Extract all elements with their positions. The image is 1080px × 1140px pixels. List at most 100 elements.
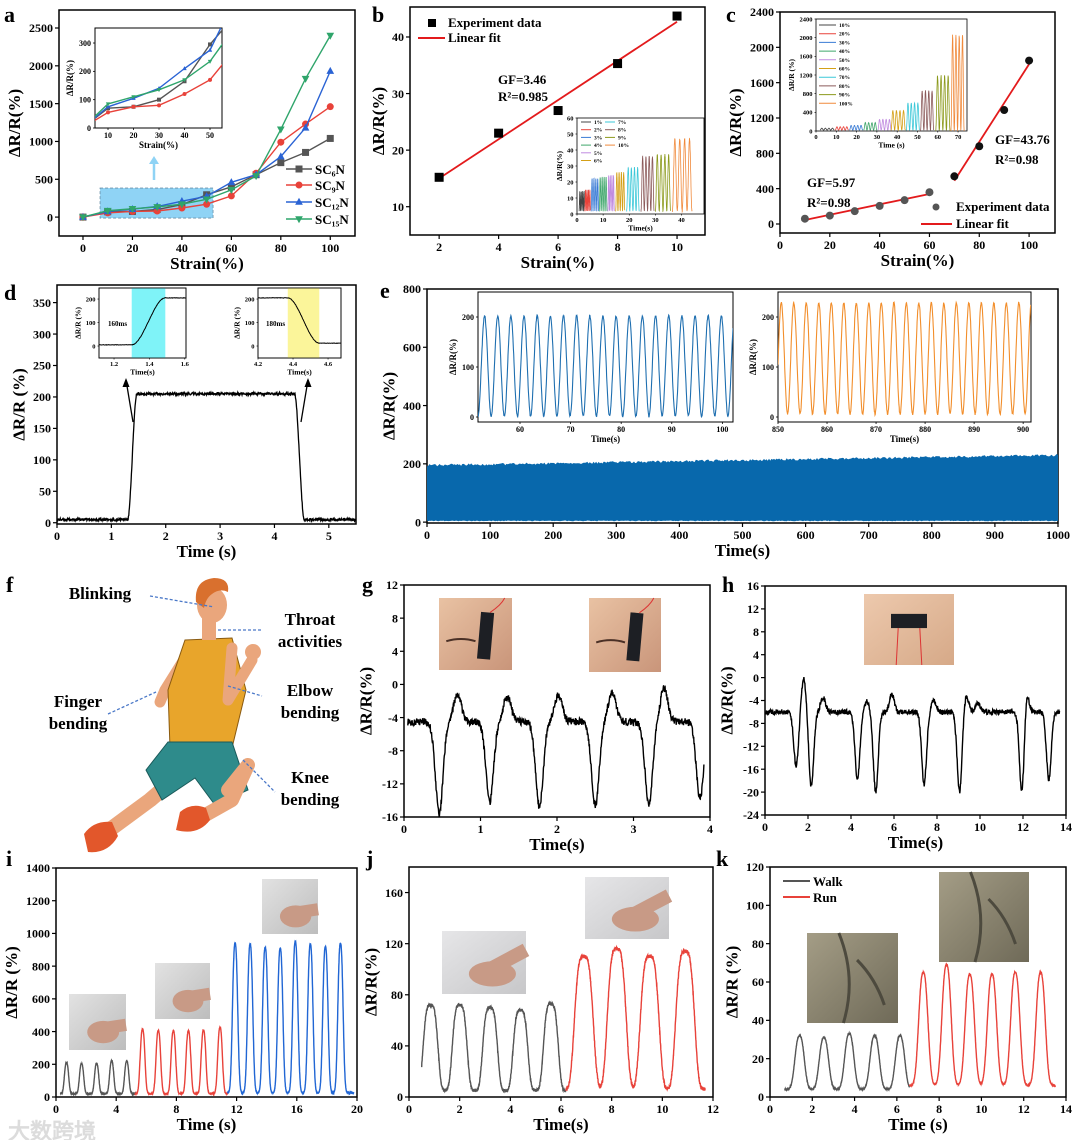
gauge-factor-label: GF=5.97 <box>807 175 856 190</box>
signal-4% <box>598 176 608 212</box>
signal-80% <box>920 90 935 131</box>
y-tick-label: -8 <box>388 744 398 758</box>
x-axis-label: Time(s) <box>529 835 584 854</box>
dashed-pointer <box>149 595 215 608</box>
triangle-down-marker <box>131 95 136 100</box>
y-tick-label: 50 <box>39 484 51 498</box>
callout-arrow-head <box>304 378 312 387</box>
y-tick-label: 100 <box>762 363 774 372</box>
signal-10% <box>819 127 835 131</box>
watermark-logo: 大数跨境 <box>8 1119 96 1140</box>
legend-label: 2% <box>594 128 602 134</box>
signal-40% <box>863 121 878 131</box>
y-tick-label: -20 <box>743 785 759 799</box>
response-signal <box>57 390 356 524</box>
r-squared-label: R²=0.98 <box>995 152 1039 167</box>
y-tick-label: 20 <box>392 143 404 157</box>
x-tick-label: 900 <box>986 528 1004 542</box>
square-marker <box>428 19 436 27</box>
inset-frame <box>98 287 187 359</box>
hair <box>195 578 229 608</box>
legend-label: 100% <box>839 101 853 107</box>
y-tick-label: 0 <box>570 211 573 218</box>
triangle-down-marker <box>156 88 162 93</box>
eye-shape <box>446 638 476 643</box>
panel-k: 0 2 4 6 8 10 12 14 0 20 40 60 80 100 120 Time (s) ΔR/R (… <box>722 860 1072 1134</box>
x-axis-label: Time (s) <box>177 1115 237 1134</box>
x-tick-label: 300 <box>607 528 625 542</box>
y-axis-label: ΔR/R(%) <box>555 150 564 181</box>
circle-marker <box>277 138 285 146</box>
photo-neck <box>864 594 954 666</box>
panel-h: 0 2 4 6 8 10 12 14 -24 -20 -16 -12 -8 -4 0 4 8 12 16 Time(s… <box>717 579 1072 852</box>
y-tick-label: 100 <box>746 899 764 913</box>
photo-wrist <box>585 877 673 939</box>
signal-segment-1 <box>134 1025 229 1097</box>
x-axis-label: Time(s) <box>890 434 919 444</box>
x-tick-label: 0 <box>767 1102 773 1116</box>
x-tick-label: 850 <box>772 425 784 434</box>
cycling-signal-area <box>427 454 1058 522</box>
x-tick-label: 4.4 <box>289 361 298 368</box>
label-throat: Throat <box>285 610 336 629</box>
plot-frame <box>764 585 1067 816</box>
x-tick-label: 60 <box>923 238 935 252</box>
panel-a: 0 20 40 60 80 10005001000150020002500Strain(%… <box>5 9 356 273</box>
time-band <box>131 288 166 358</box>
y-tick-label: 16 <box>747 579 759 593</box>
y-tick-label: 200 <box>403 457 421 471</box>
strain-sensor <box>626 612 644 662</box>
y-tick-label: 40 <box>752 1014 764 1028</box>
y-tick-label: 200 <box>86 296 96 303</box>
circle-marker <box>875 201 884 210</box>
panel-f: Blinking Throat activities Elbow bending Fing… <box>49 578 342 853</box>
x-tick-label: 2 <box>809 1102 815 1116</box>
triangle-down-marker <box>207 59 213 64</box>
y-tick-label: 10 <box>567 195 574 202</box>
x-axis-label: Time (s) <box>888 1115 948 1134</box>
x-tick-label: 4 <box>507 1102 513 1116</box>
series-group <box>79 32 335 222</box>
signal-group <box>421 944 706 1094</box>
inset-signals <box>578 137 693 214</box>
legend-label: 6% <box>594 159 602 165</box>
y-tick-label: 120 <box>746 860 764 874</box>
x-tick-label: 4 <box>496 240 502 254</box>
linear-fit-line <box>953 63 1030 182</box>
square-marker <box>613 59 623 69</box>
runner-illustration <box>84 578 261 853</box>
photo-cloth <box>939 871 1029 963</box>
y-tick-label: -4 <box>388 711 398 725</box>
y-tick-label: 50 <box>567 131 574 138</box>
dashed-pointer <box>107 691 157 715</box>
y-tick-label: 0 <box>251 343 254 350</box>
x-tick-label: 2 <box>436 240 442 254</box>
legend-label: 80% <box>839 84 850 90</box>
triangle-down-marker <box>295 216 303 224</box>
legend-label: Experiment data <box>448 15 542 30</box>
legend-label: SC₉N <box>315 178 346 193</box>
y-tick-label: 0 <box>392 678 398 692</box>
x-tick-label: 1.6 <box>181 361 190 368</box>
legend-label: 40% <box>839 49 850 55</box>
x-axis-label: Time(s) <box>715 541 770 560</box>
y-tick-label: 4 <box>753 648 759 662</box>
triangle-down-marker <box>301 75 310 83</box>
y-axis-label: ΔR/R(%) <box>726 88 745 156</box>
x-tick-label: 30 <box>155 131 163 140</box>
y-axis-label: ΔR/R (%) <box>233 307 242 339</box>
inset-rise-time: 1.2 1.4 1.6 0 100 200 Time(s) ΔR/R (%) 160ms <box>74 287 190 377</box>
legend-label: Linear fit <box>956 216 1010 231</box>
x-tick-label: 14 <box>1060 1102 1072 1116</box>
x-tick-label: 20 <box>626 217 633 224</box>
y-tick-label: 30 <box>392 87 404 101</box>
signal-8% <box>640 155 655 212</box>
x-tick-label: 12 <box>1017 820 1029 834</box>
triangle-up-marker <box>326 66 335 74</box>
x-axis-label: Strain(%) <box>170 254 244 273</box>
square-marker <box>494 128 504 138</box>
x-tick-label: 10 <box>975 1102 987 1116</box>
panel-b: 2 4 6 8 10 10 20 30 40 Strain(%) ΔR/R(%) GF=3.46 R²=… <box>369 6 706 272</box>
triangle-down-marker <box>227 187 236 195</box>
